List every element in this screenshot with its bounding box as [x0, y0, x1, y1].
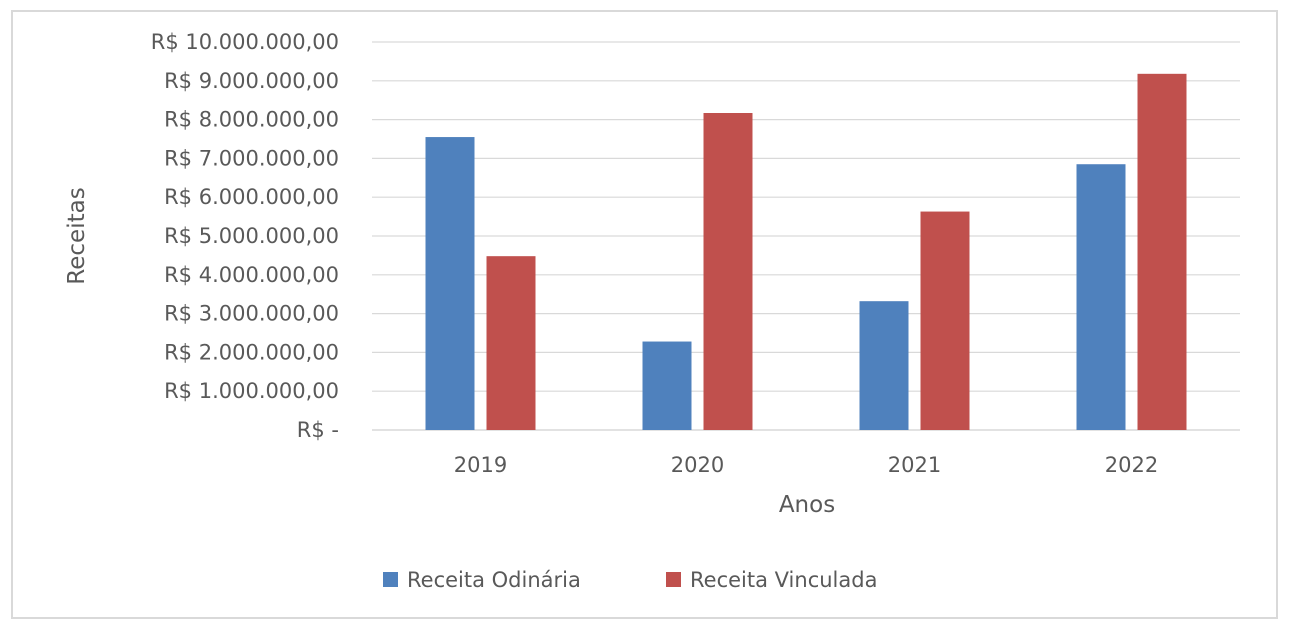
x-tick-label: 2019 — [454, 453, 507, 477]
y-axis-title: Receitas — [64, 187, 90, 284]
y-tick-label: R$ 3.000.000,00 — [164, 302, 339, 326]
legend-label: Receita Odinária — [407, 568, 581, 592]
legend-label: Receita Vinculada — [690, 568, 877, 592]
bar-receita-vinculada-2021 — [920, 211, 970, 430]
y-tick-label: R$ - — [297, 418, 339, 442]
y-tick-label: R$ 7.000.000,00 — [164, 146, 339, 170]
x-axis-title: Anos — [779, 492, 835, 518]
y-tick-label: R$ 9.000.000,00 — [164, 69, 339, 93]
bar-receita-vinculada-2019 — [486, 256, 536, 430]
y-tick-label: R$ 5.000.000,00 — [164, 224, 339, 248]
y-axis-ticks: R$ - R$ 1.000.000,00 R$ 2.000.000,00 R$ 3.0… — [151, 30, 339, 442]
legend-swatch — [383, 572, 398, 587]
bar-receita-vinculada-2020 — [703, 113, 753, 430]
y-tick-label: R$ 10.000.000,00 — [151, 30, 339, 54]
chart-frame — [11, 10, 1278, 619]
legend-swatch — [666, 572, 681, 587]
legend: Receita Odinária Receita Vinculada — [383, 568, 877, 592]
y-tick-label: R$ 2.000.000,00 — [164, 340, 339, 364]
bar-receita-odinaria-2019 — [425, 137, 475, 430]
y-tick-label: R$ 6.000.000,00 — [164, 185, 339, 209]
y-tick-label: R$ 8.000.000,00 — [164, 108, 339, 132]
bars — [425, 73, 1187, 430]
y-tick-label: R$ 1.000.000,00 — [164, 379, 339, 403]
x-tick-label: 2021 — [888, 453, 941, 477]
x-tick-label: 2020 — [671, 453, 724, 477]
bar-receita-odinaria-2020 — [642, 341, 692, 430]
x-tick-label: 2022 — [1105, 453, 1158, 477]
bar-receita-vinculada-2022 — [1137, 73, 1187, 430]
bar-receita-odinaria-2021 — [859, 301, 909, 430]
x-axis-ticks: 2019 2020 2021 2022 — [454, 453, 1158, 477]
y-tick-label: R$ 4.000.000,00 — [164, 263, 339, 287]
bar-receita-odinaria-2022 — [1076, 164, 1126, 430]
